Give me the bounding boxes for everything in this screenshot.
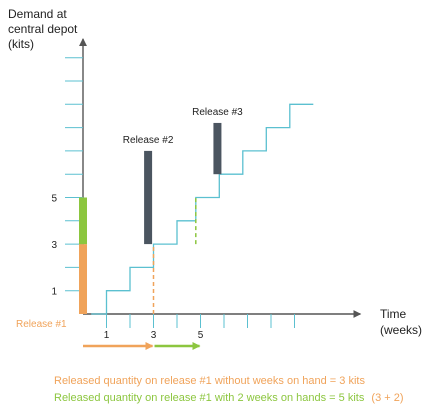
y-tick-label-5: 5 [51,194,57,205]
y-tick-label-3: 3 [51,240,57,251]
release-bar-label-3: Release #3 [192,107,243,118]
x-tick-label-5: 5 [198,330,204,341]
release-1-bar-orange [79,244,87,314]
x-axis-title: Time (weeks) [380,307,422,337]
x-tick-label-1: 1 [104,330,110,341]
y-axis-title-line-3: (kits) [8,37,34,51]
release-bar-3 [213,122,222,175]
y-axis-title-line-1: Demand at [8,7,67,21]
demand-step-line [91,103,314,315]
y-axis-title: Demand at central depot (kits) [8,7,81,51]
caption-with-weeks: Released quantity on release #1 with 2 w… [54,392,404,404]
x-axis-title-line-2: (weeks) [380,323,422,337]
plot-area: Release #2 Release #3 1 3 5 1 3 5 [51,38,362,350]
x-tick-label-3: 3 [151,330,157,341]
caption-without-weeks: Released quantity on release #1 without … [54,375,365,387]
x-axis-title-line-1: Time [380,307,407,321]
caption-with-weeks-paren: (3 + 2) [371,392,403,404]
y-axis-title-line-2: central depot [8,22,78,36]
release-1-bar-green [79,197,87,245]
release-1-label: Release #1 [16,319,67,330]
y-tick-label-1: 1 [51,287,57,298]
release-bar-2 [144,150,153,245]
release-bar-label-2: Release #2 [123,135,174,146]
caption-with-weeks-main: Released quantity on release #1 with 2 w… [54,392,365,404]
